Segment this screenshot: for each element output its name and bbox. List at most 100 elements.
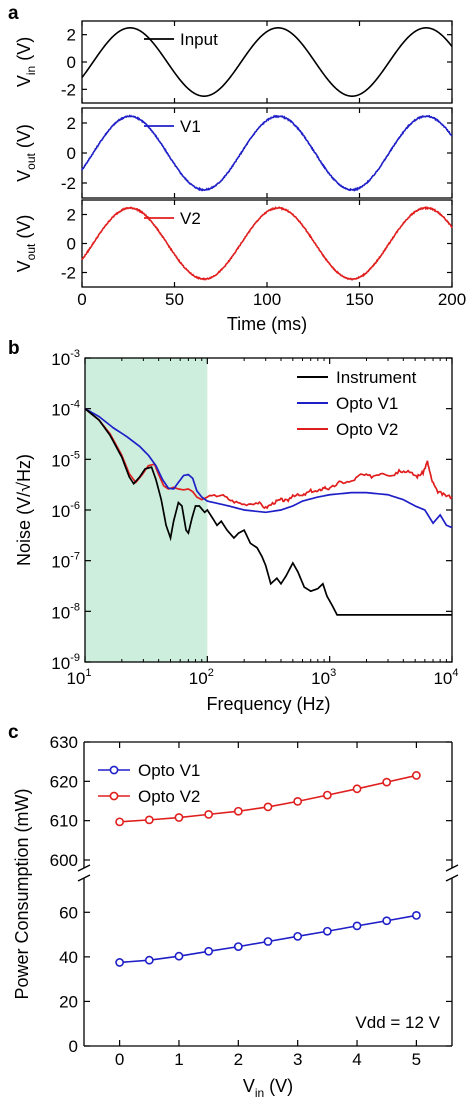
legend-label-input: Input (180, 30, 218, 49)
panel-letter-c: c (8, 722, 19, 743)
y-tick-label: 620 (50, 772, 78, 791)
y-axis-label: Power Consumption (mW) (12, 788, 32, 999)
data-point-opto-v1 (263, 937, 273, 946)
plot-frame-a1 (81, 20, 453, 104)
x-axis-label: Vin (V) (243, 1076, 293, 1100)
x-tick-label: 1 (174, 1050, 183, 1069)
data-point-opto-v2 (204, 809, 214, 819)
y-tick-label: 610 (50, 812, 78, 831)
y-axis-label-group: Vout (V) (14, 124, 38, 182)
y-axis-label-group: Noise (V/√Hz) (14, 454, 34, 566)
legend-label-v1: V1 (180, 117, 201, 136)
y-tick-label: 10-4 (51, 399, 80, 420)
y-tick-label: 630 (50, 733, 78, 752)
plot-frame-b (84, 357, 453, 663)
y-tick-label: 0 (67, 144, 76, 163)
y-tick-label: 10-5 (51, 449, 80, 470)
y-tick-label: -2 (61, 264, 76, 283)
x-tick-label: 100 (253, 290, 281, 309)
y-tick-label: -2 (61, 174, 76, 193)
panel-letter-b: b (8, 338, 20, 359)
data-point-opto-v2 (263, 802, 273, 812)
y-tick-label: 600 (50, 851, 78, 870)
x-tick-label: 150 (345, 290, 373, 309)
data-point-opto-v1 (382, 916, 392, 926)
y-tick-label: 60 (59, 903, 78, 922)
x-tick-label: 50 (165, 290, 184, 309)
axis-break-mark (445, 874, 459, 882)
data-point-opto-v1 (322, 926, 332, 936)
y-tick-label: 10-8 (51, 601, 80, 622)
x-tick-label: 5 (412, 1050, 421, 1069)
y-axis-label: Vin (V) (14, 37, 38, 87)
legend-label-opto-v1: Opto V1 (336, 394, 398, 413)
legend-label-instrument: Instrument (336, 368, 417, 387)
y-axis-label: Vout (V) (14, 124, 38, 182)
x-tick-label: 0 (115, 1050, 124, 1069)
y-tick-label: 2 (67, 206, 76, 225)
data-point-opto-v1 (144, 955, 154, 965)
vdd-annotation: Vdd = 12 V (355, 1013, 440, 1032)
data-point-opto-v2 (174, 813, 184, 822)
y-tick-label: 10-6 (51, 500, 80, 521)
data-point-opto-v2 (352, 784, 362, 794)
x-axis-label: Frequency (Hz) (206, 694, 330, 714)
y-tick-label: 0 (67, 235, 76, 254)
x-axis-label: Time (ms) (227, 314, 307, 334)
legend-label-opto-v2: Opto V2 (336, 420, 398, 439)
x-tick-label: 102 (189, 667, 214, 688)
data-point-opto-v1 (352, 921, 362, 931)
data-point-opto-v1 (174, 951, 184, 961)
shaded-band (85, 358, 208, 662)
y-axis-label-group: Vin (V) (14, 37, 38, 87)
y-tick-label: 0 (69, 1037, 78, 1056)
x-tick-label: 103 (311, 667, 336, 688)
y-axis-label-group: Vout (V) (14, 215, 38, 273)
data-point-opto-v1 (411, 911, 421, 920)
x-tick-label: 101 (66, 667, 91, 688)
axis-break-mark (77, 874, 91, 882)
y-tick-label: 2 (67, 26, 76, 45)
y-tick-label: 10-3 (51, 348, 80, 369)
data-point-opto-v2 (411, 771, 421, 780)
series-line-instrument (84, 408, 452, 616)
x-tick-label: 0 (77, 290, 86, 309)
data-point-opto-v2 (293, 796, 303, 806)
data-point-opto-v2 (144, 815, 154, 825)
axis-break-mark (445, 864, 459, 872)
panel-letter-a: a (8, 3, 19, 24)
legend-label-opto-v2: Opto V2 (138, 787, 200, 806)
x-tick-label: 2 (234, 1050, 243, 1069)
y-axis-label: Vout (V) (14, 215, 38, 273)
x-tick-label: 3 (293, 1050, 302, 1069)
data-point-opto-v1 (204, 946, 214, 956)
plot-frame-a3 (81, 199, 453, 288)
legend-marker (109, 791, 119, 801)
data-point-opto-v2 (322, 790, 332, 800)
y-tick-label: 20 (59, 992, 78, 1011)
y-axis-label: Noise (V/√Hz) (14, 454, 34, 566)
data-point-opto-v2 (233, 806, 243, 816)
legend-label-opto-v1: Opto V1 (138, 761, 200, 780)
series-line-v1 (81, 114, 453, 192)
legend-label-v2: V2 (180, 209, 201, 228)
series-line-v2 (81, 205, 453, 281)
x-tick-label: 200 (438, 290, 466, 309)
data-point-opto-v1 (115, 958, 125, 967)
x-tick-label: 4 (352, 1050, 361, 1069)
data-point-opto-v1 (293, 931, 303, 941)
x-tick-label: 104 (433, 667, 458, 688)
y-tick-label: 0 (67, 53, 76, 72)
series-line-opto-v1 (84, 407, 453, 529)
data-point-opto-v2 (115, 817, 125, 827)
legend-marker (109, 765, 119, 775)
y-tick-label: 2 (67, 114, 76, 133)
series-line-input (81, 27, 453, 97)
data-point-opto-v1 (233, 942, 243, 952)
y-axis-label-group: Power Consumption (mW) (12, 788, 32, 999)
y-tick-label: -2 (61, 80, 76, 99)
axis-break-mark (77, 864, 91, 872)
y-tick-label: 10-7 (51, 551, 80, 572)
y-tick-label: 10-9 (51, 652, 80, 673)
